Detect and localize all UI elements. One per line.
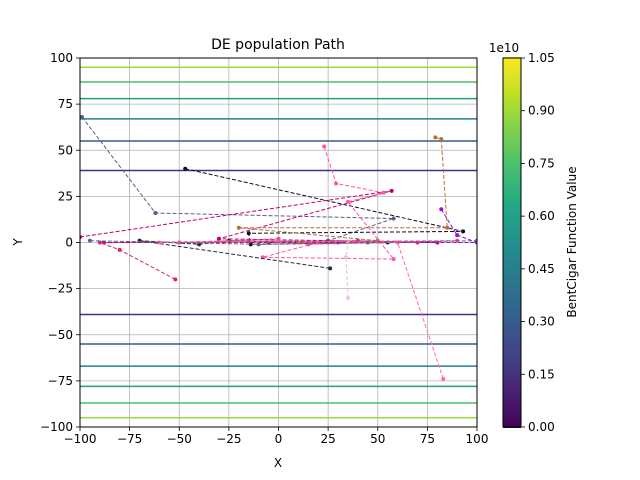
y-tick-label: 100: [50, 51, 73, 65]
series-line: [338, 209, 477, 243]
x-tick-label: 100: [466, 432, 489, 446]
x-axis-label: X: [274, 456, 282, 470]
series-line: [345, 242, 349, 298]
series-point: [256, 242, 261, 247]
series-point: [439, 137, 444, 142]
colorbar-tick-label: 0.60: [528, 209, 555, 223]
colorbar-tick-label: 0.00: [528, 420, 555, 434]
series-point: [381, 190, 386, 195]
series-line: [185, 168, 464, 245]
contour-lines: [80, 66, 477, 419]
x-tick-label: 75: [420, 432, 435, 446]
series-point: [345, 295, 350, 300]
series-point: [441, 377, 446, 382]
y-tick-label: −25: [48, 282, 73, 296]
x-tick-label: 25: [320, 432, 335, 446]
series-point: [153, 210, 158, 215]
population-paths: [80, 115, 477, 382]
series-point: [97, 240, 102, 245]
colorbar-frame: [502, 57, 522, 428]
series-line: [99, 240, 418, 280]
series-point: [322, 144, 327, 149]
series-point: [455, 233, 460, 238]
x-tick-label: −75: [117, 432, 142, 446]
y-axis-label: Y: [11, 238, 25, 247]
series-path: [80, 188, 440, 245]
series-point: [328, 266, 333, 271]
series-path: [157, 238, 446, 382]
chart-title: DE population Path: [211, 37, 345, 53]
colorbar-tick-label: 0.15: [528, 367, 555, 381]
colorbar-label: BentCigar Function Value: [565, 166, 579, 317]
series-point: [306, 242, 311, 247]
x-tick-label: −25: [216, 432, 241, 446]
series-point: [345, 199, 350, 204]
series-point: [433, 135, 438, 140]
series-point: [87, 238, 92, 243]
series-point: [236, 225, 241, 230]
series-point: [391, 216, 396, 221]
colorbar-tick-label: 0.45: [528, 262, 555, 276]
series-point: [246, 231, 251, 236]
y-tick-label: −50: [48, 328, 73, 342]
y-tick-label: −100: [40, 420, 73, 434]
series-point: [343, 255, 348, 260]
x-tick-label: 50: [370, 432, 385, 446]
y-tick-label: 0: [65, 236, 73, 250]
series-point: [80, 115, 84, 120]
y-tick-label: 25: [58, 189, 73, 203]
y-axis: −100 −75 −50 −25 0 25 50 75 100: [40, 51, 80, 434]
series-point: [173, 277, 178, 282]
series-point: [334, 181, 339, 186]
series-path: [343, 240, 350, 300]
colorbar-tick-label: 1.05: [528, 51, 555, 65]
colorbar-exponent: 1e10: [489, 41, 519, 55]
y-tick-label: 75: [58, 97, 73, 111]
series-point: [445, 225, 450, 230]
series-point: [461, 229, 466, 234]
colorbar-tick-label: 0.75: [528, 156, 555, 170]
series-line: [159, 240, 444, 380]
series-point: [365, 240, 370, 245]
series-line: [81, 116, 394, 243]
colorbar-tick-label: 0.30: [528, 315, 555, 329]
series-point: [183, 166, 188, 171]
series-path: [80, 115, 396, 245]
series-line: [80, 190, 438, 243]
y-tick-label: −75: [48, 374, 73, 388]
series-point: [439, 207, 444, 212]
x-tick-label: −100: [64, 432, 97, 446]
series-line: [179, 238, 458, 245]
series-line: [89, 240, 477, 245]
colorbar: 0.00 0.15 0.30 0.45 0.60 0.75 0.90 1.05 1e10 Be…: [489, 41, 579, 434]
series-point: [276, 236, 281, 241]
y-tick-label: 50: [58, 143, 73, 157]
x-tick-label: 0: [275, 432, 283, 446]
series-point: [391, 257, 396, 262]
series-line: [139, 240, 388, 269]
series-point: [248, 242, 253, 247]
series-path: [183, 166, 466, 247]
colorbar-axis: 0.00 0.15 0.30 0.45 0.60 0.75 0.90 1.05: [521, 51, 555, 434]
series-point: [389, 188, 394, 193]
series-point: [117, 247, 122, 252]
series-path: [236, 135, 450, 245]
series-line: [238, 136, 448, 243]
series-path: [177, 236, 460, 247]
colorbar-tick-label: 0.90: [528, 104, 555, 118]
x-axis: −100 −75 −50 −25 0 25 50 75 100: [64, 427, 489, 446]
x-tick-label: −50: [167, 432, 192, 446]
series-point: [216, 236, 221, 241]
colorbar-gradient: [503, 58, 521, 427]
series-point: [177, 240, 182, 245]
